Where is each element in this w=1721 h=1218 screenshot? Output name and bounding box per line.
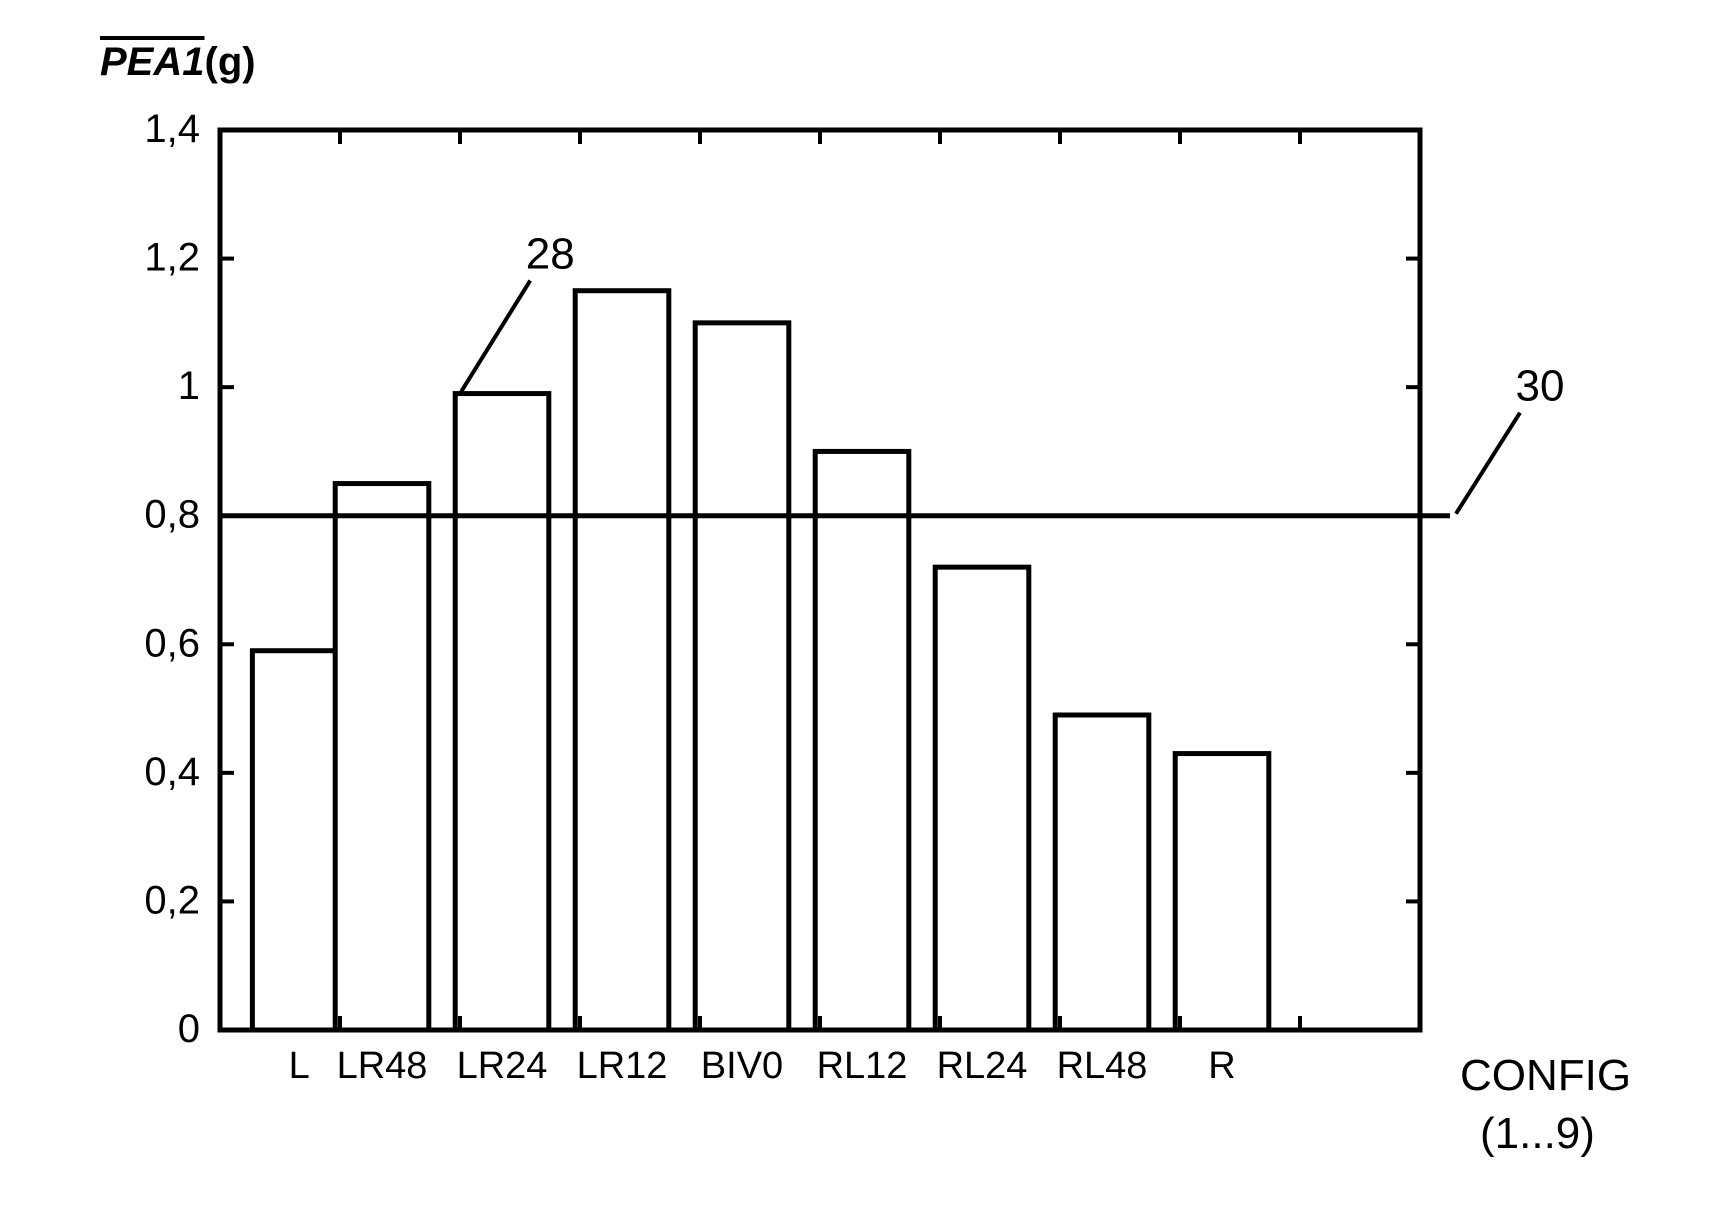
bar-biv0: [695, 323, 789, 1030]
bar-lr12: [575, 291, 669, 1030]
pea-bar-chart: PEA1(g) 0 0,2 0,4 0,6 0,8 1 1,2 1,4 L LR48 LR24 LR12…: [0, 0, 1721, 1218]
ytick-label: 0,4: [144, 750, 200, 794]
ytick-label: 0,6: [144, 621, 200, 665]
ytick-label: 0,8: [144, 493, 200, 537]
annotation-label-28: 28: [526, 230, 575, 279]
annotation-leader: [461, 281, 530, 392]
x-axis-title-line1: CONFIG: [1460, 1051, 1631, 1100]
ytick-label: 0,2: [144, 878, 200, 922]
ytick-label: 1,2: [144, 236, 200, 280]
bar-rl12: [815, 451, 909, 1030]
category-label: BIV0: [701, 1045, 783, 1087]
bar-rl48: [1055, 715, 1149, 1030]
bar-rl24: [935, 567, 1029, 1030]
category-label: RL12: [817, 1045, 908, 1087]
category-label: R: [1208, 1045, 1235, 1087]
x-axis-title-line2: (1...9): [1480, 1109, 1595, 1158]
bar-lr24: [455, 394, 549, 1030]
category-label: L: [289, 1045, 310, 1087]
bar-l: [252, 651, 346, 1030]
ytick-label: 0: [178, 1007, 200, 1051]
ytick-label: 1: [178, 364, 200, 408]
category-label: LR12: [577, 1045, 668, 1087]
category-label: LR24: [457, 1045, 548, 1087]
annotation-leader: [1456, 413, 1520, 514]
category-label: RL48: [1057, 1045, 1148, 1087]
bar-r: [1175, 754, 1269, 1030]
category-label: RL24: [937, 1045, 1028, 1087]
category-label: LR48: [337, 1045, 428, 1087]
annotation-label-30: 30: [1516, 362, 1565, 411]
ytick-label: 1,4: [144, 107, 200, 151]
y-axis-title: PEA1(g): [100, 40, 256, 84]
bar-lr48: [335, 484, 429, 1030]
